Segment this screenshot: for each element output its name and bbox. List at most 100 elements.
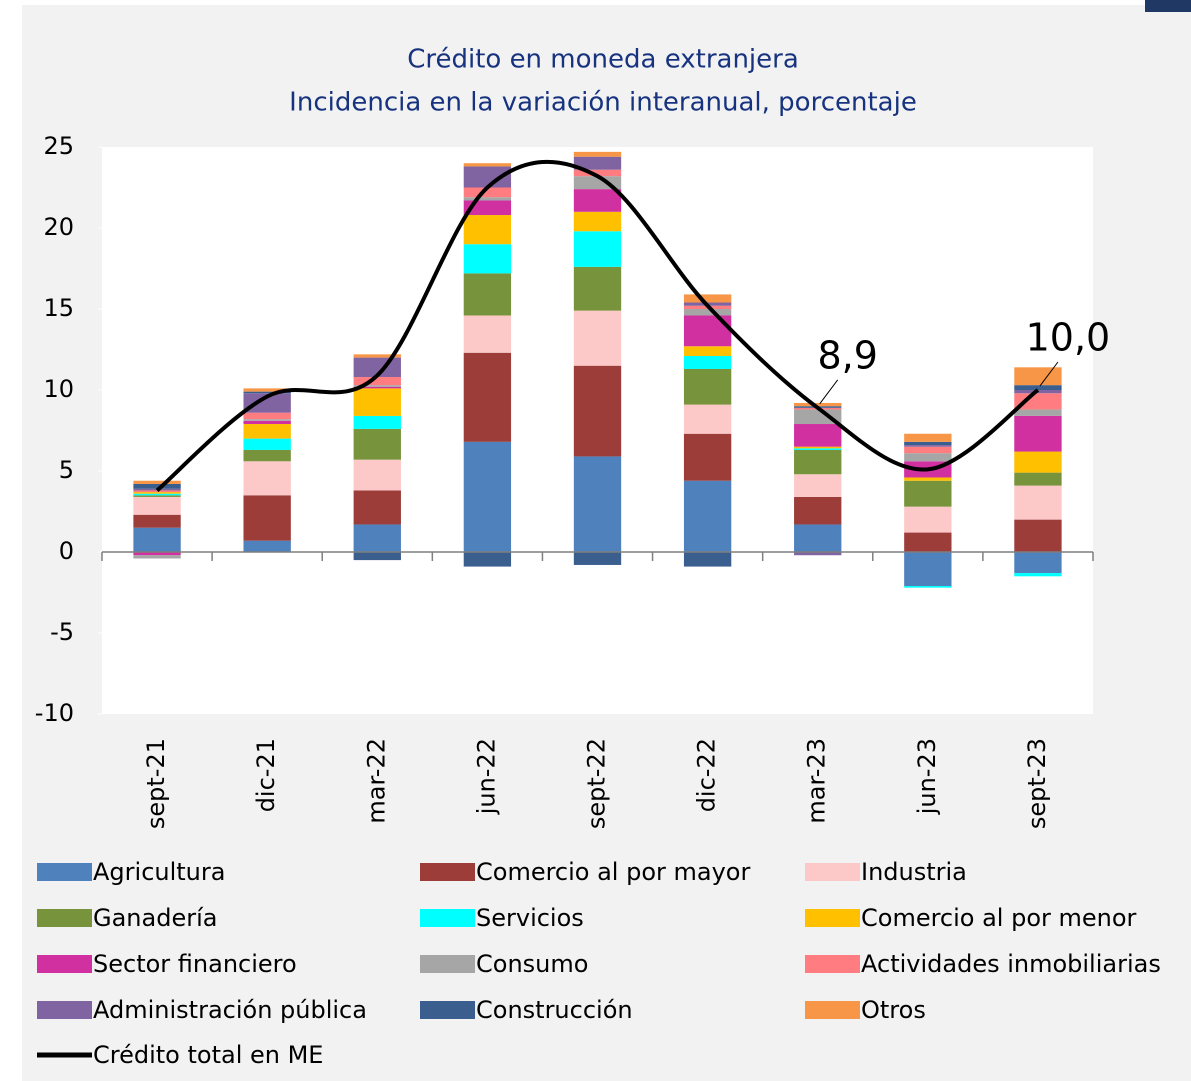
bar-segment: [463, 352, 512, 442]
x-tick-label: jun-22: [472, 738, 500, 815]
legend-swatch: [805, 909, 860, 927]
legend-label: Comercio al por mayor: [476, 858, 750, 886]
bar-segment: [353, 428, 401, 460]
x-tick-label: mar-23: [803, 738, 831, 824]
bar-segment: [1014, 451, 1062, 473]
bar-segment: [904, 453, 952, 462]
legend-label: Ganadería: [93, 904, 217, 932]
total-line: [155, 159, 1040, 492]
bar-segment: [904, 477, 952, 481]
bar-segment: [904, 441, 952, 446]
legend-label: Sector financiero: [93, 950, 297, 978]
bar-segment: [794, 524, 842, 552]
bar-segment: [573, 231, 622, 267]
bar-segment: [1014, 385, 1062, 390]
bar-segment: [904, 552, 952, 587]
y-tick-label: 10: [43, 375, 74, 403]
legend-swatch: [37, 863, 92, 881]
y-tick-label: -10: [35, 699, 74, 727]
legend-label: Servicios: [476, 904, 584, 932]
bar-segment: [904, 586, 952, 588]
legend-swatch: [420, 863, 475, 881]
bar-segment: [353, 459, 401, 491]
bar-segment: [243, 419, 291, 421]
bar-segment: [353, 354, 401, 358]
y-tick-label: 5: [59, 456, 74, 484]
bar-segment: [133, 483, 181, 489]
bar-segment: [1014, 552, 1062, 574]
bar-segment: [133, 493, 181, 496]
bar-segment: [683, 552, 732, 567]
x-tick-label: dic-21: [252, 738, 280, 812]
bar-segment: [573, 310, 622, 366]
bar-segment: [683, 309, 732, 316]
legend-swatch: [37, 909, 92, 927]
bar-segment: [1014, 367, 1062, 386]
bar-segment: [243, 420, 291, 425]
bar-segment: [573, 211, 622, 232]
bar-segment: [243, 391, 291, 394]
legend-swatch: [420, 1001, 475, 1019]
bar-segment: [353, 552, 401, 561]
bar-segment: [1014, 415, 1062, 452]
legend-label: Administración pública: [93, 996, 367, 1024]
bar-segment: [1014, 573, 1062, 577]
bar-segment: [683, 346, 732, 356]
bar-segment: [353, 385, 401, 387]
x-tick-label: sept-22: [583, 738, 611, 829]
bar-segment: [904, 433, 952, 442]
legend-swatch: [420, 955, 475, 973]
bar-segment: [794, 496, 842, 525]
bar-segment: [463, 166, 512, 188]
bar-segment: [463, 441, 512, 552]
legend-label: Industria: [861, 858, 967, 886]
bar-segment: [133, 527, 181, 552]
legend-swatch: [805, 1001, 860, 1019]
bar-segment: [243, 424, 291, 439]
bar-segment: [243, 412, 291, 420]
legend-swatch: [420, 909, 475, 927]
bar-segment: [794, 552, 842, 556]
bar-segment: [573, 151, 622, 157]
bar-segment: [133, 514, 181, 528]
bar-segment: [1014, 409, 1062, 416]
bar-segment: [133, 495, 181, 497]
bar-segment: [683, 355, 732, 369]
bar-segment: [573, 365, 622, 457]
y-tick-label: 25: [43, 132, 74, 160]
bar-segment: [243, 540, 291, 552]
bar-segment: [904, 532, 952, 552]
bar-segment: [463, 315, 512, 353]
bar-segment: [463, 273, 512, 316]
bar-segment: [683, 480, 732, 552]
x-tick-label: sept-23: [1023, 738, 1051, 829]
bar-segment: [243, 449, 291, 462]
bar-segment: [463, 197, 512, 201]
bar-segment: [573, 266, 622, 311]
bar-segment: [133, 480, 181, 484]
chart-title: Crédito en moneda extranjera: [407, 45, 799, 75]
bar-segment: [794, 449, 842, 475]
bar-segment: [794, 448, 842, 450]
bar-segment: [133, 492, 181, 494]
x-tick-label: dic-22: [693, 738, 721, 812]
bar-segment: [1014, 393, 1062, 410]
bar-segment: [353, 415, 401, 429]
bar-segment: [463, 163, 512, 167]
bar-segment: [573, 169, 622, 177]
bar-segment: [353, 377, 401, 386]
bar-segment: [794, 402, 842, 407]
bar-segment: [463, 215, 512, 245]
bar-segment: [1014, 519, 1062, 552]
legend-label: Construcción: [476, 996, 633, 1024]
bar-segment: [243, 393, 291, 413]
annotation-leader: [1039, 361, 1059, 387]
bar-segment: [794, 446, 842, 449]
chart-subtitle: Incidencia en la variación interanual, p…: [289, 88, 917, 118]
bar-segment: [794, 424, 842, 447]
legend-label: Agricultura: [93, 858, 225, 886]
bar-segment: [243, 438, 291, 450]
legend-swatch: [37, 1001, 92, 1019]
bar-segment: [1014, 472, 1062, 486]
bar-segment: [683, 315, 732, 347]
